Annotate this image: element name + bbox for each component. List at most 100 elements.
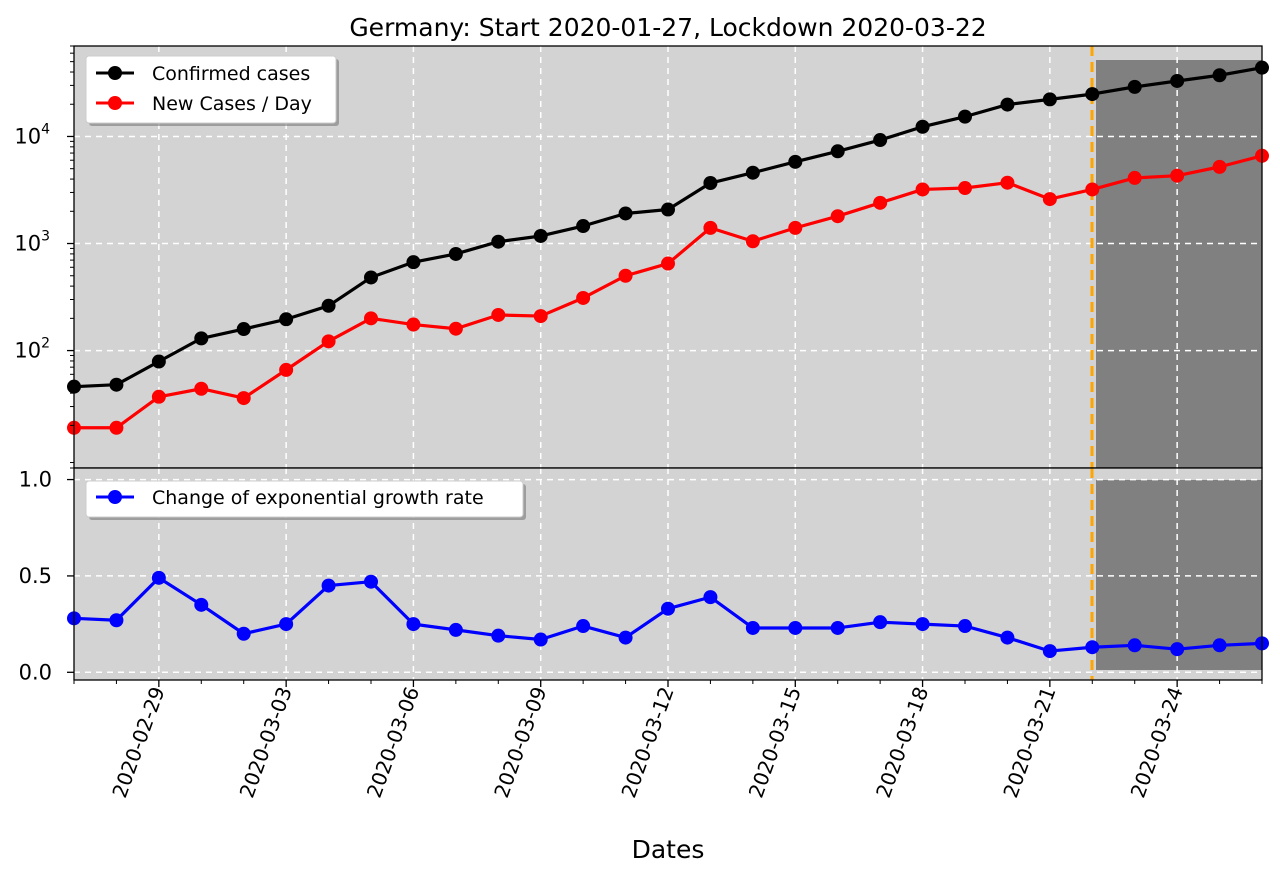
data-point-new-cases: [194, 381, 209, 396]
data-point-new-cases: [1000, 175, 1015, 190]
data-point-growth: [1127, 638, 1142, 653]
data-point-new-cases: [533, 309, 548, 324]
data-point-growth: [109, 613, 124, 628]
data-point-growth: [618, 630, 633, 645]
x-tick-label: 2020-03-12: [616, 684, 678, 801]
data-point-new-cases: [151, 389, 166, 404]
data-point-new-cases: [1170, 168, 1185, 183]
y-tick-exponent: 2: [41, 336, 50, 352]
top-panel: 102 103 104 Confirmed cases New Cases / Da…: [14, 45, 1269, 469]
data-point-confirmed: [279, 312, 294, 327]
data-point-confirmed: [1170, 73, 1185, 88]
data-point-growth: [491, 628, 506, 643]
lockdown-shade-bottom: [1096, 480, 1262, 670]
x-tick-label: 2020-02-29: [107, 684, 169, 801]
data-point-new-cases: [830, 209, 845, 224]
x-tick-label: 2020-03-18: [871, 684, 933, 801]
y-tick-exponent: 4: [41, 121, 50, 137]
data-point-new-cases: [1042, 192, 1057, 207]
data-point-new-cases: [1127, 170, 1142, 185]
legend-label-new-cases: New Cases / Day: [152, 93, 312, 115]
data-point-new-cases: [745, 234, 760, 249]
data-point-growth: [364, 574, 378, 589]
legend-label-confirmed: Confirmed cases: [152, 63, 310, 85]
data-point-new-cases: [448, 321, 463, 336]
bottom-panel: 0.0 0.5 1.0 Change of exponential growth r…: [19, 467, 1269, 684]
data-point-new-cases: [321, 334, 336, 349]
lockdown-shade-top: [1096, 60, 1262, 468]
legend-marker-new-cases: [108, 96, 122, 110]
data-point-new-cases: [109, 420, 124, 435]
data-point-confirmed: [1085, 87, 1100, 102]
legend-box: [85, 480, 524, 518]
data-point-new-cases: [236, 391, 251, 406]
data-point-confirmed: [1042, 92, 1057, 107]
data-point-confirmed: [873, 133, 888, 148]
data-point-new-cases: [491, 307, 506, 322]
data-point-growth: [1042, 644, 1057, 659]
data-point-confirmed: [958, 109, 972, 124]
top-legend: Confirmed cases New Cases / Day: [85, 55, 339, 126]
data-point-confirmed: [576, 219, 591, 234]
data-point-growth: [915, 617, 930, 632]
data-point-growth: [448, 622, 463, 637]
legend-marker-confirmed: [108, 66, 122, 80]
x-tick-label: 2020-03-09: [489, 684, 551, 801]
data-point-new-cases: [618, 268, 633, 283]
data-point-confirmed: [703, 176, 718, 191]
data-point-growth: [703, 590, 718, 605]
data-point-growth: [830, 620, 845, 635]
data-point-new-cases: [1212, 159, 1227, 174]
data-point-growth: [533, 632, 548, 647]
data-point-new-cases: [406, 317, 421, 332]
bottom-y-axis: 0.0 0.5 1.0: [19, 468, 74, 684]
y-tick-label: 1.0: [19, 468, 52, 492]
data-point-new-cases: [661, 256, 675, 271]
x-tick-label: 2020-03-06: [362, 684, 424, 801]
data-point-new-cases: [915, 182, 930, 197]
data-point-confirmed: [491, 234, 506, 249]
data-point-growth: [1085, 640, 1100, 655]
data-point-growth: [194, 597, 209, 612]
y-tick-label: 0.0: [19, 660, 52, 684]
data-point-growth: [151, 570, 166, 585]
data-point-growth: [279, 617, 294, 632]
data-point-new-cases: [958, 181, 972, 196]
data-point-new-cases: [279, 362, 294, 377]
data-point-growth: [1212, 638, 1227, 653]
bottom-series: [67, 570, 1269, 659]
data-point-growth: [745, 620, 760, 635]
data-point-new-cases: [873, 195, 888, 210]
data-point-confirmed: [661, 202, 675, 217]
legend-marker-growth: [108, 490, 122, 504]
x-axis: 2020-02-29 2020-03-03 2020-03-06 2020-03-09…: [73, 680, 1263, 801]
chart-title: Germany: Start 2020-01-27, Lockdown 2020…: [349, 13, 986, 42]
y-tick-label: 0.5: [19, 564, 52, 588]
data-point-confirmed: [151, 354, 166, 369]
top-y-axis: 102 103 104: [14, 45, 74, 469]
y-tick-exponent: 3: [41, 229, 50, 245]
top-series: [67, 60, 1269, 435]
data-point-growth: [788, 620, 803, 635]
data-point-confirmed: [236, 322, 251, 337]
y-tick-label: 102: [14, 336, 50, 363]
data-point-new-cases: [364, 311, 378, 326]
data-point-confirmed: [915, 119, 930, 134]
data-point-new-cases: [788, 220, 803, 235]
x-axis-label: Dates: [632, 835, 705, 864]
data-point-confirmed: [109, 377, 124, 392]
data-point-confirmed: [1212, 68, 1227, 83]
data-point-growth: [958, 619, 972, 634]
data-point-confirmed: [194, 331, 209, 346]
x-tick-label: 2020-03-15: [744, 684, 806, 801]
data-point-confirmed: [1127, 79, 1142, 94]
data-point-growth: [576, 619, 591, 634]
data-point-growth: [873, 615, 888, 630]
data-point-confirmed: [406, 255, 421, 270]
data-point-new-cases: [576, 290, 591, 305]
y-tick-label: 104: [14, 121, 50, 148]
bottom-legend: Change of exponential growth rate: [85, 480, 526, 520]
data-point-new-cases: [1085, 182, 1100, 197]
